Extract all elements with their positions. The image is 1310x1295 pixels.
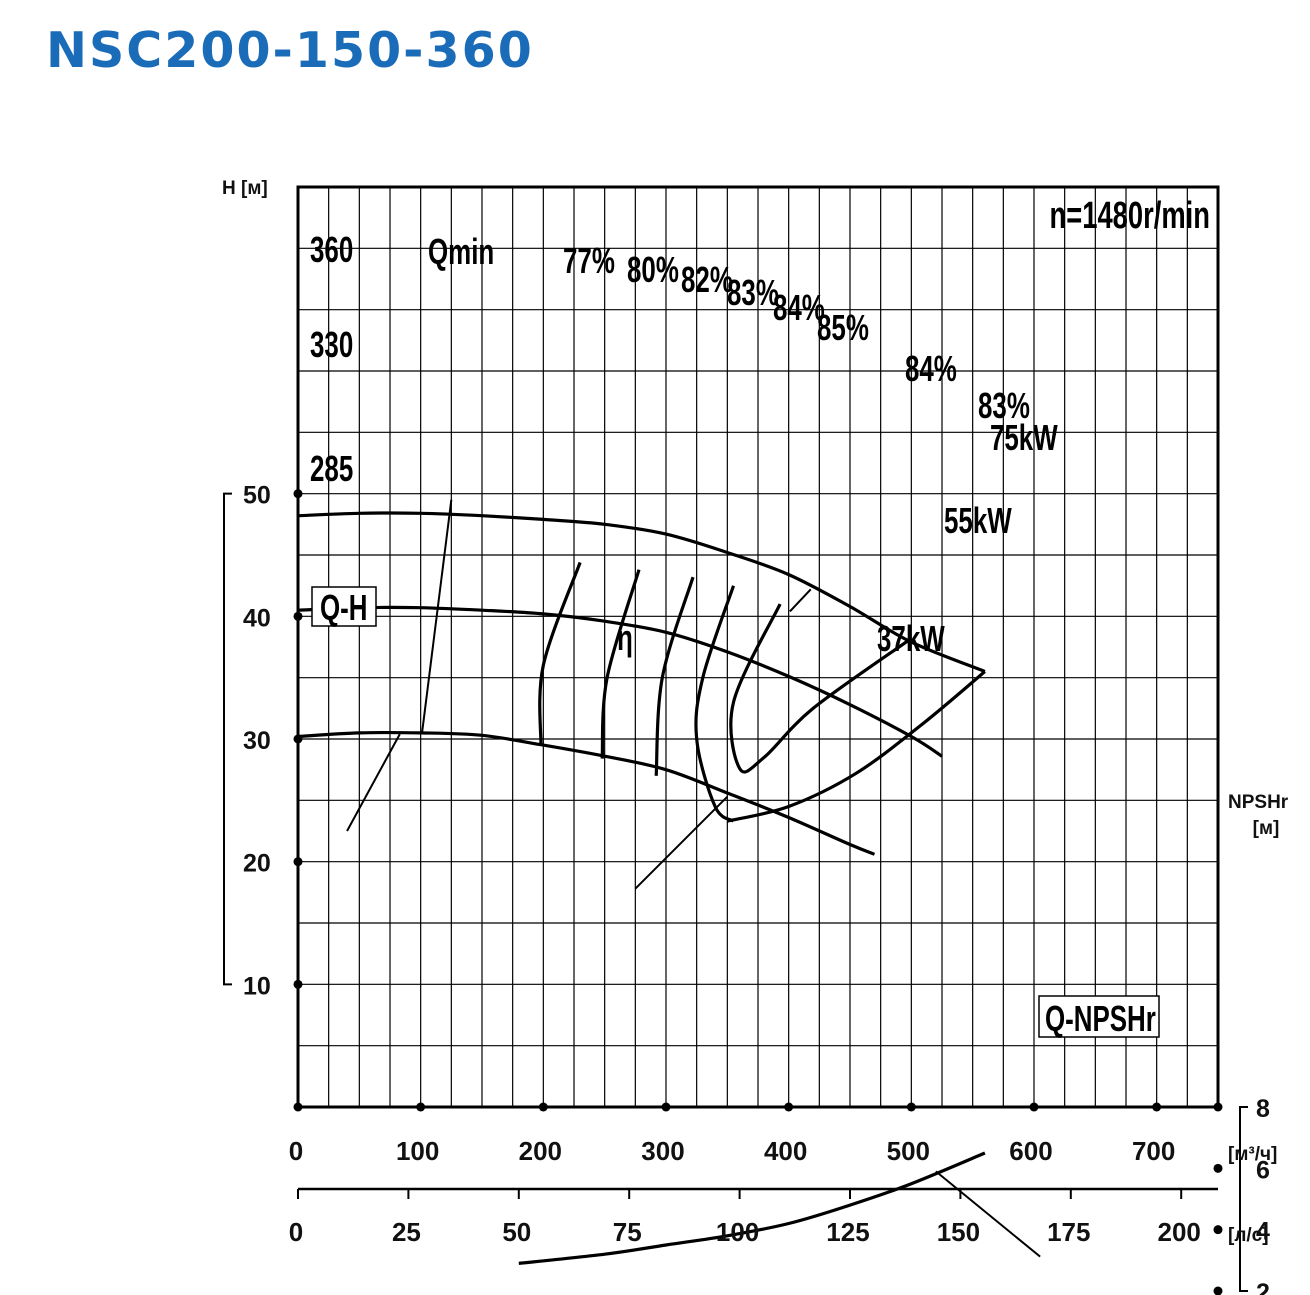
efficiency-label: 82%: [681, 260, 733, 300]
flow-ls-tick-label: 150: [937, 1217, 980, 1247]
flow-m3h-tick-label: 700: [1132, 1136, 1175, 1166]
flow-m3h-tick-dot: [416, 1102, 426, 1112]
npsh-axis-unit: [м]: [1253, 818, 1280, 839]
power-label: 55kW: [944, 501, 1012, 541]
npsh-tick-dot: [1213, 1286, 1223, 1295]
qmin-label: Qmin: [428, 232, 494, 272]
npsh-axis-label: NPSHr: [1228, 792, 1289, 813]
npsh-tick-label: 6: [1256, 1156, 1270, 1184]
efficiency-curve: [600, 569, 641, 759]
head-axis-label: H [м]: [222, 178, 268, 199]
flow-ls-tick-label: 200: [1158, 1217, 1201, 1247]
flow-m3h-tick-dot: [661, 1102, 671, 1112]
efficiency-curve: [694, 585, 736, 823]
qh-leader: [346, 733, 401, 832]
chart-title: NSC200-150-360: [46, 22, 534, 79]
efficiency-label: 84%: [773, 288, 825, 328]
npsh-curve-label: Q-NPSHr: [1045, 999, 1156, 1039]
eta-label: η: [617, 618, 633, 658]
efficiency-curve: [654, 576, 695, 776]
npsh-tick-dot: [1213, 1102, 1223, 1112]
flow-m3h-tick-dot: [1152, 1102, 1162, 1112]
head-axis-bracket: [223, 492, 232, 986]
diameter-label-360: 360: [310, 230, 353, 270]
npsh-tick-label: 8: [1256, 1095, 1270, 1123]
flow-m3h-tick-dot: [906, 1102, 916, 1112]
flow-m3h-tick-label: 100: [396, 1136, 439, 1166]
head-curve-360: [297, 511, 986, 673]
flow-ls-tick-label: 125: [826, 1217, 869, 1247]
efficiency-label: 84%: [905, 349, 957, 389]
efficiency-curve: [538, 561, 582, 746]
flow-m3h-tick-label: 400: [764, 1136, 807, 1166]
head-curve-285: [297, 730, 876, 856]
flow-ls-tick-label: 25: [392, 1217, 421, 1247]
npsh-axis-bracket: [1239, 1106, 1248, 1292]
efficiency-label: 77%: [563, 241, 615, 281]
efficiency-label: 83%: [978, 386, 1030, 426]
power-label: 75kW: [990, 418, 1058, 458]
power-label: 37kW: [877, 619, 945, 659]
efficiency-label: 80%: [627, 250, 679, 290]
efficiency-85-tick: [789, 588, 812, 613]
npsh-leader: [935, 1170, 1041, 1258]
head-tick-dot: [293, 857, 303, 867]
npsh-tick-label: 4: [1256, 1218, 1270, 1246]
qh-label: Q-H: [320, 588, 368, 628]
flow-ls-unit: [л/с]: [1228, 1225, 1269, 1246]
efficiency-curve: [729, 603, 913, 774]
flow-ls-tick-label: 0: [289, 1217, 303, 1247]
qh-label-box: [311, 586, 377, 627]
plot-frame: [296, 185, 1220, 1109]
flow-m3h-tick-label: 200: [519, 1136, 562, 1166]
head-tick-label: 50: [243, 482, 271, 510]
flow-ls-tick-label: 175: [1047, 1217, 1090, 1247]
head-tick-dot: [293, 611, 303, 621]
qmin-leader: [420, 499, 453, 735]
flow-ls-tick-label: 100: [716, 1217, 759, 1247]
eta-leader: [634, 795, 729, 890]
efficiency-curve: [726, 670, 986, 823]
efficiency-label: 85%: [817, 308, 869, 348]
flow-m3h-tick-dot: [1029, 1102, 1039, 1112]
flow-m3h-tick-label: 600: [1009, 1136, 1052, 1166]
flow-m3h-tick-dot: [538, 1102, 548, 1112]
npsh-tick-dot: [1213, 1225, 1223, 1235]
flow-m3h-tick-label: 500: [887, 1136, 930, 1166]
flow-m3h-unit: [м³/ч]: [1228, 1144, 1277, 1165]
efficiency-label: 83%: [727, 273, 779, 313]
flow-ls-tick-label: 75: [613, 1217, 642, 1247]
flow-m3h-tick-dot: [293, 1102, 303, 1112]
flow-m3h-tick-label: 300: [641, 1136, 684, 1166]
flow-ls-tick-label: 50: [502, 1217, 531, 1247]
head-tick-dot: [293, 734, 303, 744]
npsh-tick-dot: [1213, 1163, 1223, 1173]
npsh-curve: [518, 1151, 986, 1265]
head-tick-label: 10: [243, 972, 271, 1000]
speed-label: n=1480r/min: [1050, 195, 1210, 237]
flow-m3h-tick-dot: [784, 1102, 794, 1112]
head-tick-label: 40: [243, 604, 271, 632]
diameter-label-285: 285: [310, 449, 353, 489]
npsh-label-box: [1038, 995, 1160, 1038]
flow-m3h-tick-label: 0: [289, 1136, 303, 1166]
head-tick-label: 20: [243, 850, 271, 878]
head-curve-330: [297, 605, 943, 758]
head-tick-label: 30: [243, 727, 271, 755]
head-tick-dot: [293, 489, 303, 499]
npsh-tick-label: 2: [1256, 1279, 1270, 1295]
head-tick-dot: [293, 979, 303, 989]
diameter-label-330: 330: [310, 325, 353, 365]
